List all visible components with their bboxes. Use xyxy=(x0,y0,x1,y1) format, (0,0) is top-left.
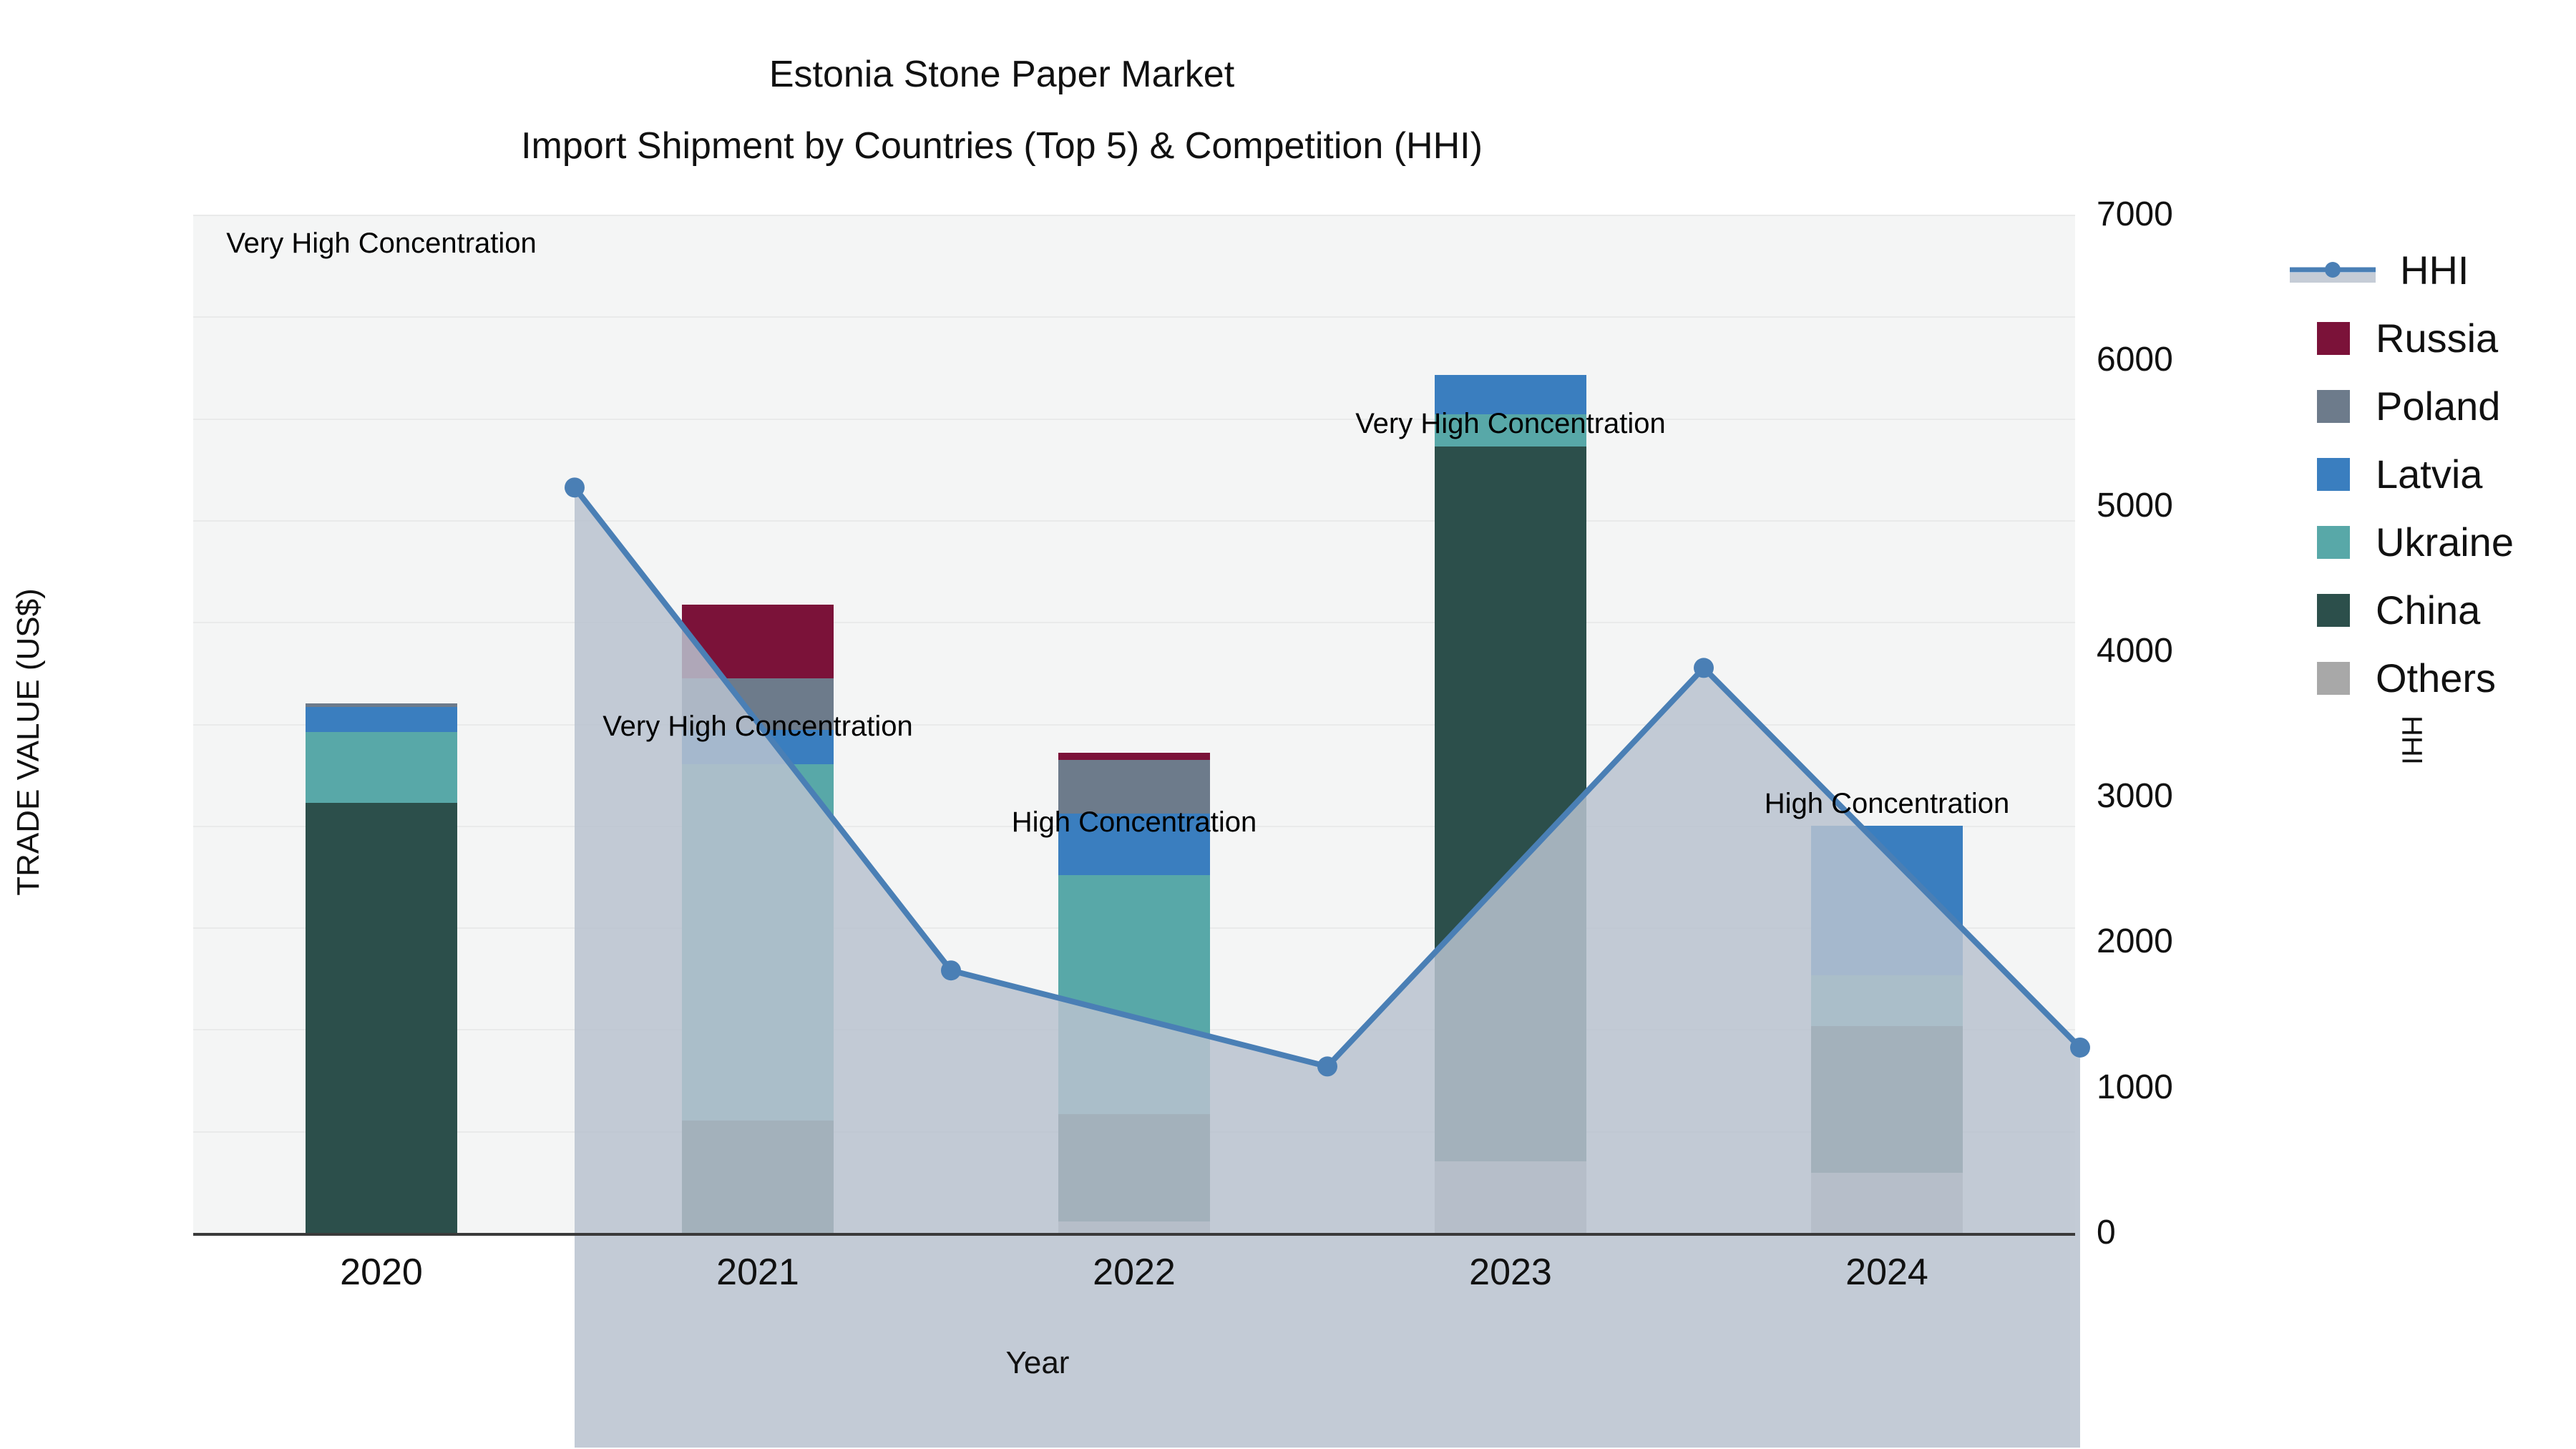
hhi-annotation: High Concentration xyxy=(1011,806,1257,839)
x-axis-line xyxy=(193,1233,2075,1236)
hhi-marker[interactable] xyxy=(565,477,585,498)
y-axis-right-tick: 5000 xyxy=(2097,486,2173,525)
bar-segment-poland[interactable] xyxy=(306,703,457,707)
gridline xyxy=(193,622,2075,624)
legend-label: Latvia xyxy=(2376,452,2483,497)
bar-segment-ukraine[interactable] xyxy=(1435,414,1586,447)
hhi-annotation: High Concentration xyxy=(1764,787,2010,819)
x-axis-tick-2020: 2020 xyxy=(340,1252,423,1293)
bar-segment-poland[interactable] xyxy=(1058,760,1210,814)
legend-swatch-russia xyxy=(2317,321,2350,355)
legend-item-others[interactable]: Others xyxy=(2290,644,2576,712)
y-axis-left-label: TRADE VALUE (US$) xyxy=(11,588,46,896)
bar-segment-russia[interactable] xyxy=(1058,752,1210,761)
y-axis-right-tick: 6000 xyxy=(2097,341,2173,379)
hhi-marker[interactable] xyxy=(1694,658,1714,678)
hhi-area-fill xyxy=(575,487,2080,1448)
legend-swatch-poland xyxy=(2317,389,2350,423)
legend-item-russia[interactable]: Russia xyxy=(2290,304,2576,372)
hhi-marker[interactable] xyxy=(2070,1037,2090,1058)
hhi-marker[interactable] xyxy=(941,960,961,981)
bar-segment-ukraine[interactable] xyxy=(306,731,457,804)
legend-item-latvia[interactable]: Latvia xyxy=(2290,440,2576,508)
legend-label: HHI xyxy=(2400,248,2469,293)
legend-swatch-others xyxy=(2317,661,2350,695)
legend-swatch-latvia xyxy=(2317,457,2350,491)
hhi-annotation: Very High Concentration xyxy=(1355,408,1666,440)
bar-segment-latvia[interactable] xyxy=(306,706,457,732)
legend-label: Russia xyxy=(2376,316,2499,361)
legend-item-poland[interactable]: Poland xyxy=(2290,372,2576,440)
hhi-annotation: Very High Concentration xyxy=(602,711,913,743)
bar-stack[interactable] xyxy=(306,215,457,1233)
hhi-line-chart xyxy=(565,477,2090,1448)
page-title: Estonia Stone Paper Market xyxy=(769,54,1235,95)
x-axis-tick-2023: 2023 xyxy=(1469,1252,1552,1293)
y-axis-right-tick: 2000 xyxy=(2097,922,2173,961)
legend-label: China xyxy=(2376,587,2481,633)
hhi-marker[interactable] xyxy=(1317,1056,1337,1077)
legend-item-hhi[interactable]: HHI xyxy=(2290,236,2576,304)
hhi-markers xyxy=(565,477,2090,1077)
legend-line-marker-icon xyxy=(2290,254,2376,287)
x-axis-tick-2022: 2022 xyxy=(1093,1252,1176,1293)
legend-item-ukraine[interactable]: Ukraine xyxy=(2290,508,2576,576)
y-axis-right-tick: 0 xyxy=(2097,1214,2116,1252)
y-axis-right-tick: 1000 xyxy=(2097,1068,2173,1106)
bar-segment-china[interactable] xyxy=(306,803,457,1233)
gridline xyxy=(193,519,2075,522)
bar-segment-latvia[interactable] xyxy=(1435,375,1586,415)
x-axis-label: Year xyxy=(1005,1345,1070,1380)
y-axis-right-tick: 3000 xyxy=(2097,777,2173,816)
plot-area: Very High Concentration Very High Concent… xyxy=(193,215,2090,1448)
legend-item-china[interactable]: China xyxy=(2290,576,2576,644)
gridline xyxy=(193,418,2075,420)
legend-label: Ukraine xyxy=(2376,519,2514,565)
x-axis-tick-2021: 2021 xyxy=(716,1252,799,1293)
legend-swatch-ukraine xyxy=(2317,525,2350,559)
legend-swatch-china xyxy=(2317,593,2350,627)
gridline xyxy=(193,316,2075,318)
hhi-annotation: Very High Concentration xyxy=(226,228,537,260)
gridline xyxy=(193,723,2075,726)
y-axis-right-tick: 4000 xyxy=(2097,631,2173,670)
y-axis-right-tick: 7000 xyxy=(2097,195,2173,233)
gridline xyxy=(193,215,2075,216)
chart-subtitle: Import Shipment by Countries (Top 5) & C… xyxy=(521,125,1483,167)
legend-label: Poland xyxy=(2376,384,2501,429)
legend-label: Others xyxy=(2376,655,2497,701)
x-axis-tick-2024: 2024 xyxy=(1845,1252,1928,1293)
legend: HHI Russia Poland Latvia Ukraine China Others xyxy=(2290,236,2576,712)
bar-segment-latvia[interactable] xyxy=(1058,814,1210,875)
